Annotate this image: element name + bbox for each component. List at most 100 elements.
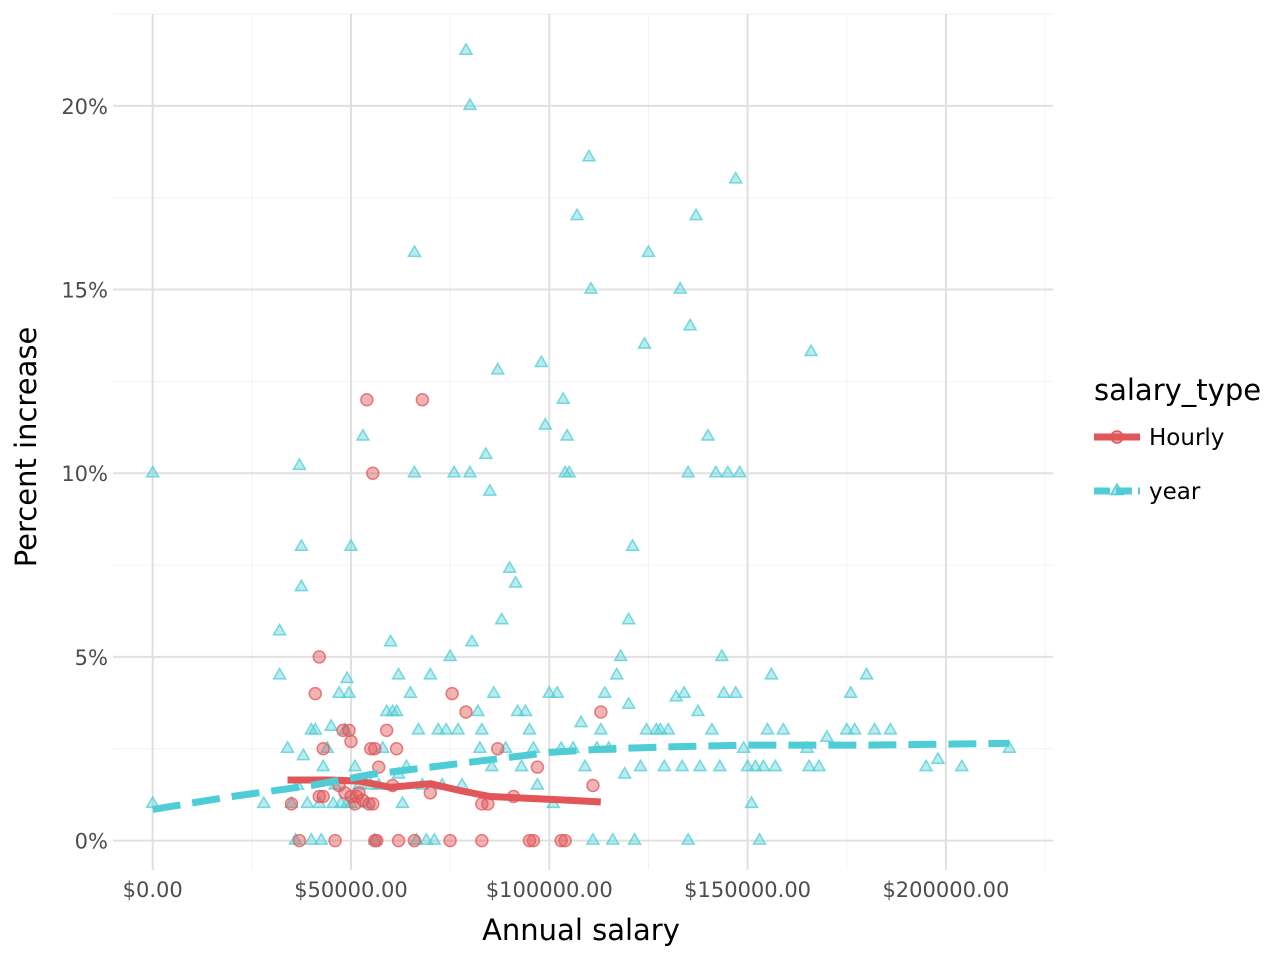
- data-point-hourly: [554, 833, 568, 848]
- major-gridlines: [113, 14, 1053, 870]
- data-point-hourly: [594, 705, 608, 719]
- data-point-year: [768, 758, 783, 772]
- data-point-year: [256, 795, 272, 809]
- y-tick-label: 0%: [75, 830, 108, 854]
- data-point-year: [605, 832, 621, 845]
- legend-items: Hourly year: [1094, 425, 1224, 505]
- series-year-points: [145, 42, 1017, 845]
- data-point-year: [657, 758, 672, 772]
- legend-marker-hourly: [1110, 430, 1124, 444]
- data-point-year: [617, 766, 632, 779]
- data-point-year: [339, 670, 355, 684]
- data-point-year: [490, 362, 506, 375]
- data-point-year: [530, 777, 545, 790]
- data-point-hourly: [415, 393, 430, 407]
- data-point-hourly: [308, 686, 323, 701]
- data-point-hourly: [360, 393, 374, 407]
- data-point-year: [458, 42, 474, 56]
- legend: salary_type Hourly year: [1094, 373, 1261, 505]
- series-hourly-points: [284, 393, 608, 848]
- data-point-year: [954, 758, 970, 772]
- data-point-year: [494, 611, 509, 625]
- x-tick-label: $200000.00: [882, 878, 1009, 902]
- data-point-year: [641, 244, 656, 258]
- data-point-year: [843, 685, 859, 698]
- data-point-year: [700, 428, 716, 441]
- data-point-year: [502, 560, 517, 574]
- data-point-hourly: [445, 686, 459, 701]
- data-point-year: [407, 244, 422, 258]
- data-point-year: [561, 464, 577, 478]
- data-point-year: [526, 740, 541, 754]
- data-point-hourly: [362, 797, 376, 811]
- data-point-year: [411, 722, 426, 735]
- y-tick-label: 5%: [75, 646, 108, 670]
- y-tick-label: 10%: [61, 462, 108, 486]
- data-point-year: [472, 740, 488, 754]
- legend-key-hourly: [1094, 430, 1140, 444]
- data-point-year: [559, 428, 575, 441]
- data-point-year: [375, 740, 391, 754]
- data-point-year: [446, 464, 462, 478]
- data-point-year: [304, 832, 319, 845]
- data-point-year: [692, 758, 708, 772]
- data-point-year: [442, 648, 458, 662]
- data-point-year: [609, 666, 625, 680]
- data-point-year: [585, 832, 601, 845]
- data-point-year: [426, 832, 442, 845]
- data-point-hourly: [316, 789, 330, 804]
- data-point-year: [450, 722, 466, 735]
- data-point-hourly: [344, 734, 358, 749]
- data-point-hourly: [368, 742, 382, 756]
- data-point-hourly: [342, 723, 356, 738]
- data-point-year: [145, 464, 160, 478]
- data-point-year: [383, 633, 398, 647]
- data-point-hourly: [284, 797, 299, 811]
- data-point-year: [704, 722, 720, 735]
- data-point-hourly: [316, 742, 330, 756]
- data-point-year: [674, 758, 690, 772]
- data-point-year: [538, 417, 553, 430]
- data-point-year: [639, 722, 654, 735]
- data-point-year: [680, 832, 696, 845]
- data-point-hourly: [586, 778, 600, 793]
- data-point-year: [660, 722, 676, 735]
- data-point-hourly: [312, 650, 326, 664]
- data-point-year: [672, 281, 688, 294]
- data-point-year: [714, 648, 730, 662]
- data-point-hourly: [530, 760, 545, 774]
- data-point-year: [341, 685, 357, 698]
- data-point-year: [801, 758, 817, 772]
- data-point-year: [760, 722, 775, 735]
- data-point-year: [403, 685, 418, 698]
- data-point-year: [597, 685, 613, 698]
- legend-marker-year: [1109, 482, 1125, 496]
- data-point-year: [482, 483, 498, 496]
- data-point-year: [464, 633, 480, 647]
- data-point-year: [470, 703, 486, 717]
- x-axis-tick-labels: $0.00 $50000.00 $100000.00 $150000.00 $20000…: [123, 878, 1010, 902]
- data-point-year: [280, 740, 295, 754]
- data-point-year: [323, 718, 339, 732]
- data-point-year: [474, 722, 490, 735]
- data-point-hourly: [522, 833, 537, 848]
- data-point-year: [621, 696, 636, 709]
- data-point-year: [728, 170, 743, 184]
- data-point-year: [296, 747, 311, 761]
- y-axis-title: Percent increase: [9, 327, 43, 568]
- data-point-hourly: [352, 786, 366, 800]
- data-point-year: [583, 281, 599, 294]
- data-point-hourly: [379, 723, 394, 738]
- data-point-hourly: [371, 760, 386, 774]
- data-point-year: [478, 446, 494, 460]
- trend-lines: [152, 739, 1010, 813]
- data-point-year: [708, 464, 724, 478]
- data-point-year: [847, 722, 862, 735]
- data-point-year: [819, 729, 835, 743]
- data-point-year: [315, 758, 331, 772]
- data-point-year: [744, 795, 759, 809]
- data-point-year: [438, 722, 454, 735]
- data-point-year: [518, 703, 533, 717]
- legend-label-hourly: Hourly: [1149, 425, 1224, 451]
